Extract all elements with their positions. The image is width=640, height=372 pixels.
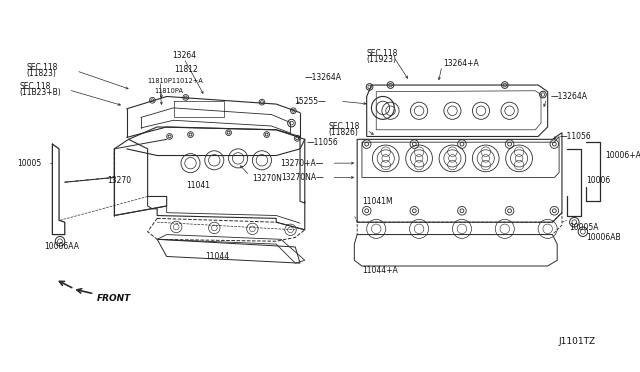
- Text: 11810P11012+A: 11810P11012+A: [148, 78, 204, 84]
- Text: 13270N: 13270N: [252, 174, 282, 183]
- Text: —11056: —11056: [560, 132, 592, 141]
- Text: FRONT: FRONT: [77, 289, 131, 303]
- Text: SEC.118: SEC.118: [19, 83, 51, 92]
- Text: 13270+A—: 13270+A—: [280, 158, 324, 168]
- Text: 11810PA: 11810PA: [154, 88, 183, 94]
- Text: 13264+A: 13264+A: [443, 59, 479, 68]
- Text: (11B23+B): (11B23+B): [19, 88, 61, 97]
- Text: (11823): (11823): [27, 69, 56, 78]
- Text: 10005A: 10005A: [570, 224, 599, 232]
- Text: —11056: —11056: [307, 138, 339, 147]
- Text: (11826): (11826): [328, 128, 358, 137]
- Text: J1101TZ: J1101TZ: [558, 337, 595, 346]
- Text: 10005: 10005: [17, 158, 42, 168]
- Text: 13270NA—: 13270NA—: [281, 173, 324, 182]
- Text: 11812: 11812: [174, 65, 198, 74]
- Text: 13270: 13270: [108, 176, 131, 185]
- Text: 15255—: 15255—: [294, 97, 326, 106]
- Text: 11044+A: 11044+A: [362, 266, 397, 275]
- Text: SEC.118: SEC.118: [328, 122, 360, 131]
- Text: 11041M: 11041M: [362, 197, 392, 206]
- Text: (11923): (11923): [367, 55, 397, 64]
- Text: 11041: 11041: [186, 180, 210, 190]
- Text: 10006: 10006: [586, 176, 610, 185]
- Text: SEC.118: SEC.118: [27, 63, 58, 73]
- Text: 10006AB: 10006AB: [586, 233, 620, 242]
- Text: 10006AA: 10006AA: [44, 243, 79, 251]
- Text: 13264: 13264: [172, 51, 196, 60]
- Text: —13264A: —13264A: [305, 73, 342, 82]
- Text: 11044: 11044: [205, 252, 229, 261]
- Text: 10006+A: 10006+A: [605, 151, 640, 160]
- Text: —13264A: —13264A: [550, 92, 588, 101]
- Text: SEC.118: SEC.118: [367, 49, 398, 58]
